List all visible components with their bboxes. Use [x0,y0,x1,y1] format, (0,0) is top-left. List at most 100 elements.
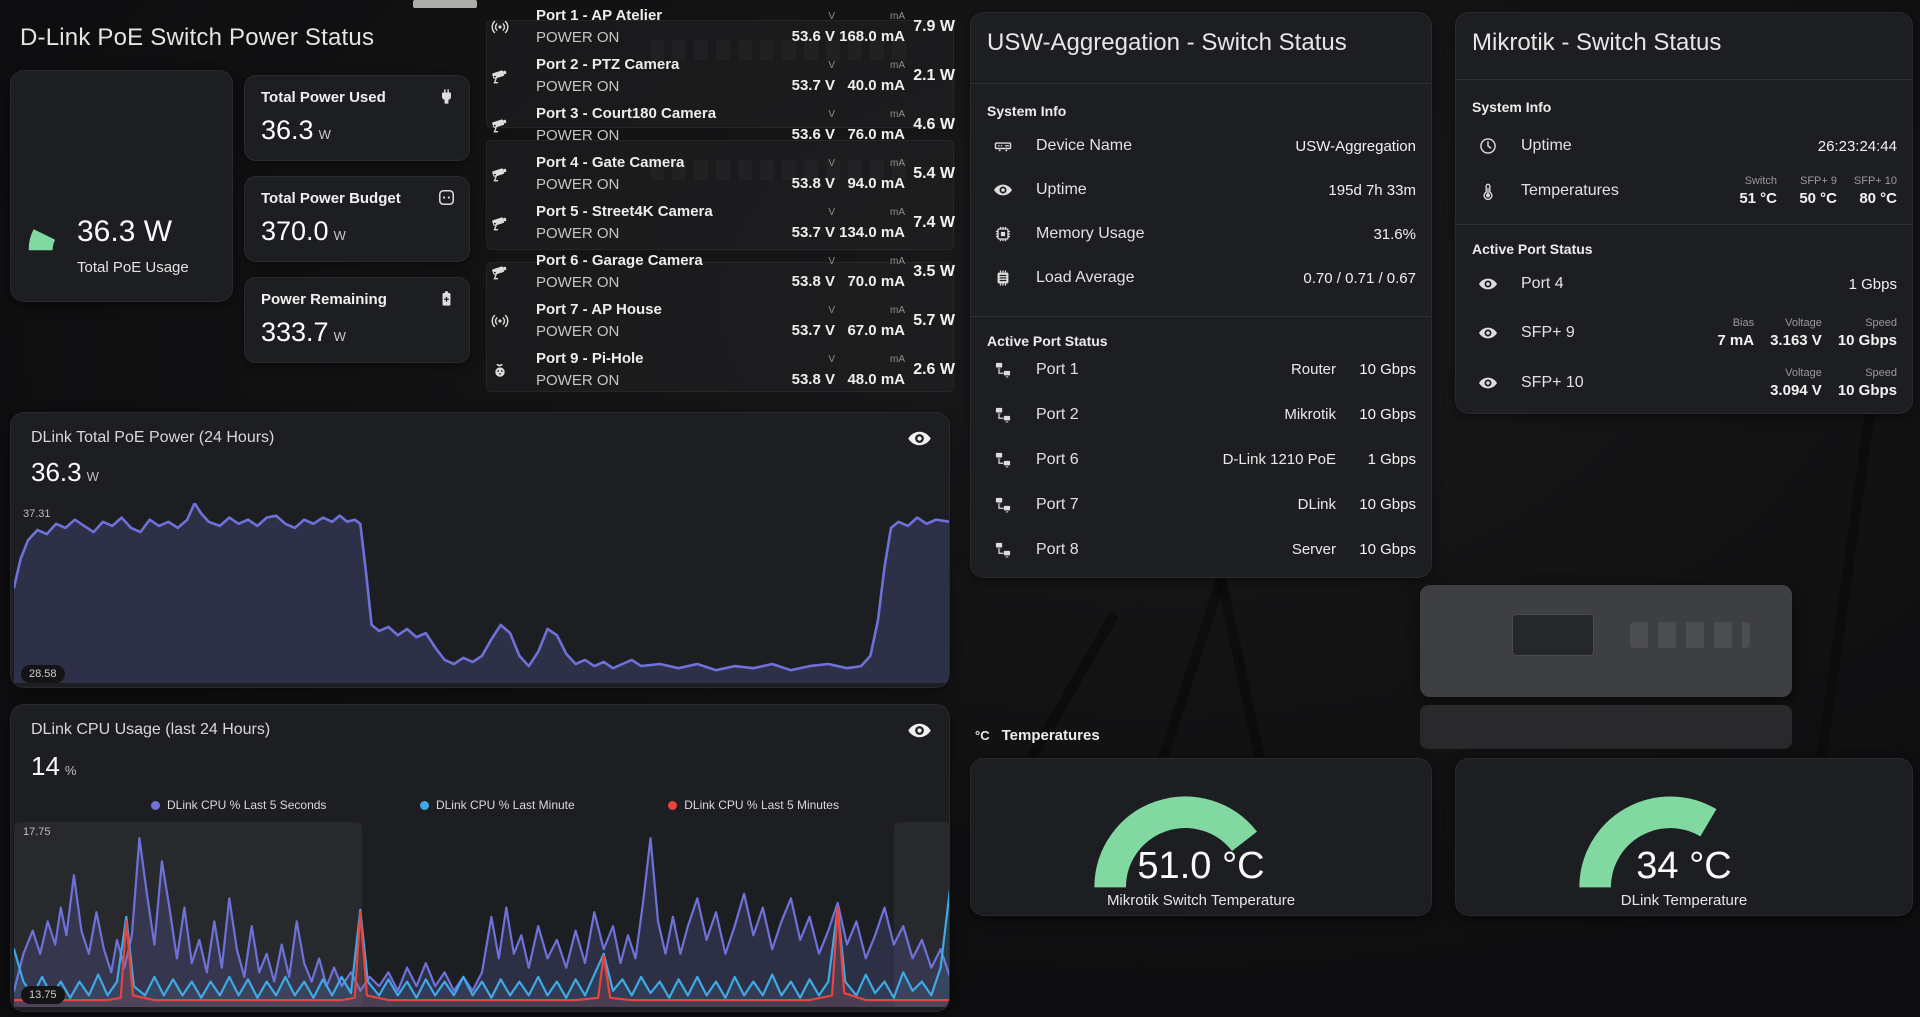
uptime-label: Uptime [1521,137,1572,154]
system-info-row[interactable]: Load Average 0.70 / 0.71 / 0.67 [971,256,1431,300]
stat-value: 333.7 [261,317,329,347]
server-lcd [1512,614,1594,656]
uptime-row[interactable]: Uptime 26:23:24:44 [1456,124,1912,168]
eye-icon[interactable] [907,426,932,451]
column-value: 80 °C [1859,190,1897,207]
usw-port-row[interactable]: Port 6 D-Link 1210 PoE 1 Gbps [971,437,1431,482]
legend-item[interactable]: DLink CPU % Last 5 Minutes [668,798,839,812]
usw-port-list: Port 1 Router 10 Gbps Port 2 Mikrotik 10… [971,347,1431,572]
legend-label: DLink CPU % Last 5 Minutes [684,798,839,812]
stat-label: Total Power Used [261,89,386,106]
stat-unit: W [333,228,346,243]
mikrotik-sfp9-row[interactable]: SFP+ 9 Bias 7 mA Voltage 3.163 V Speed 1… [1456,308,1912,358]
battery-plus-icon [437,289,456,308]
port-name: Port 4 [1521,275,1564,292]
usw-port-row[interactable]: Port 1 Router 10 Gbps [971,347,1431,392]
port-voltage: 53.8 V [791,273,835,290]
voltage-column-header: V [828,158,835,169]
poe-port-row[interactable]: Port 3 - Court180 Camera POWER ON V 53.6… [480,104,958,146]
poe-power-area-chart[interactable] [14,503,950,683]
port-voltage: 53.7 V [791,322,835,339]
legend-label: DLink CPU % Last Minute [435,798,575,812]
poe-port-row[interactable]: Port 9 - Pi-Hole POWER ON V 53.8 V mA 48… [480,349,958,391]
rack-unit [486,140,954,250]
mikrotik-sfp10-row[interactable]: SFP+ 10 Voltage 3.094 V Speed 10 Gbps [1456,358,1912,408]
cctv-icon [490,164,510,184]
poe-port-row[interactable]: Port 1 - AP Atelier POWER ON V 53.6 V mA… [480,6,958,48]
gauge-label: DLink Temperature [1620,892,1748,909]
eye-icon [1478,273,1498,295]
column-header: Switch [1744,175,1777,187]
current-column-header: mA [890,11,905,22]
sfp-column: Voltage 3.163 V [1770,317,1822,349]
column-header: Speed [1865,317,1897,329]
usw-system-info-list: Device Name USW-Aggregation Uptime 195d … [971,124,1431,300]
info-label: Uptime [1036,181,1087,198]
chart-unit: W [86,469,99,484]
access-point-icon [490,17,510,37]
system-info-row[interactable]: Uptime 195d 7h 33m [971,168,1431,212]
port-status: POWER ON [536,372,620,389]
legend-item[interactable]: DLink CPU % Last Minute [419,798,575,812]
port-speed: 10 Gbps [1359,496,1416,513]
port-voltage: 53.8 V [791,371,835,388]
mikrotik-temperature-gauge-card[interactable]: 51.0 °C Mikrotik Switch Temperature [970,758,1432,916]
dlink-temperature-gauge-card[interactable]: 34 °C DLink Temperature [1455,758,1913,916]
mikrotik-status-card: Mikrotik - Switch Status System Info Upt… [1455,12,1913,414]
port-power: 4.6 W [913,116,955,133]
sfp-column: Speed 10 Gbps [1838,367,1897,399]
poe-port-row[interactable]: Port 4 - Gate Camera POWER ON V 53.8 V m… [480,153,958,195]
temperatures-label: Temperatures [1521,182,1619,199]
column-value: 10 Gbps [1837,332,1897,349]
rack-unit [486,262,954,392]
port-device: Server [1291,541,1336,558]
sfp10-columns: Voltage 3.094 V Speed 10 Gbps [1770,367,1897,399]
gauge-label: Mikrotik Switch Temperature [1106,892,1296,909]
power-socket-icon [437,188,456,207]
legend-dot [151,800,160,810]
usw-port-row[interactable]: Port 2 Mikrotik 10 Gbps [971,392,1431,437]
temperatures-row[interactable]: Temperatures Switch 51 °C SFP+ 9 50 °C S… [1456,163,1912,219]
usw-port-row[interactable]: Port 7 DLink 10 Gbps [971,482,1431,527]
total-poe-usage-value: 36.3 W [77,215,173,248]
column-header: SFP+ 9 [1800,175,1837,187]
cpu-usage-line-chart[interactable] [14,822,950,1007]
temperature-column: Switch 51 °C [1733,175,1777,207]
poe-port-row[interactable]: Port 5 - Street4K Camera POWER ON V 53.7… [480,202,958,244]
total-poe-usage-gauge-card[interactable]: 36.3 W Total PoE Usage [10,70,233,302]
usw-port-row[interactable]: Port 8 Server 10 Gbps [971,527,1431,572]
mikrotik-port-row[interactable]: Port 4 1 Gbps [1456,262,1912,306]
cpu-usage-chart-card: DLink CPU Usage (last 24 Hours) 14% DLin… [10,704,950,1012]
gauge-value: 34 °C [1636,845,1732,887]
total-poe-usage-label: Total PoE Usage [77,259,189,276]
divider [1456,79,1912,80]
stat-card[interactable]: Total Power Used 36.3 W [244,75,470,161]
port-device: Mikrotik [1284,406,1336,423]
port-speed: 10 Gbps [1359,541,1416,558]
y-axis-max-label: 37.31 [23,508,51,520]
port-current: 76.0 mA [847,126,905,143]
divider [971,316,1431,317]
temperature-column: SFP+ 9 50 °C [1793,175,1837,207]
voltage-column-header: V [828,354,835,365]
poe-port-row[interactable]: Port 2 - PTZ Camera POWER ON V 53.7 V mA… [480,55,958,97]
poe-port-row[interactable]: Port 7 - AP House POWER ON V 53.7 V mA 6… [480,300,958,342]
stat-label: Power Remaining [261,291,387,308]
stat-card[interactable]: Total Power Budget 370.0 W [244,176,470,262]
stat-card[interactable]: Power Remaining 333.7 W [244,277,470,363]
y-axis-min-label: 28.58 [21,665,65,683]
info-value: 195d 7h 33m [1328,181,1416,199]
legend-dot [668,800,678,810]
system-info-header: System Info [987,103,1067,119]
stat-unit: W [333,329,346,344]
system-info-row[interactable]: Device Name USW-Aggregation [971,124,1431,168]
eye-icon[interactable] [907,718,932,743]
legend-item[interactable]: DLink CPU % Last 5 Seconds [151,798,326,812]
system-info-row[interactable]: Memory Usage 31.6% [971,212,1431,256]
column-header: Voltage [1785,367,1822,379]
poe-port-row[interactable]: Port 6 - Garage Camera POWER ON V 53.8 V… [480,251,958,293]
port-current: 48.0 mA [847,371,905,388]
info-label: Device Name [1036,137,1133,154]
lan-icon [993,495,1013,515]
divider [1456,224,1912,225]
